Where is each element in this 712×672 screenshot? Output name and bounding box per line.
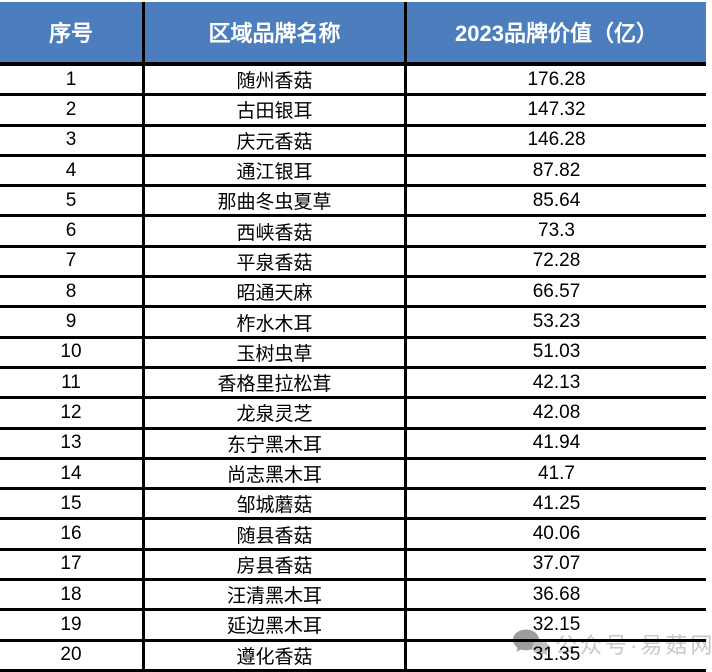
rank-cell: 16	[0, 520, 145, 548]
table-row: 5 那曲冬虫夏草 85.64	[0, 187, 706, 218]
rank-cell: 14	[0, 459, 145, 488]
brand-value-cell: 42.13	[532, 371, 581, 393]
watermark-text: 公众号·易菇网	[555, 633, 712, 658]
table-row: 3 庆元香菇 146.28	[0, 126, 706, 157]
watermark: 公众号·易菇网	[512, 628, 712, 660]
brand-value-cell: 41.94	[532, 432, 581, 454]
brand-name-cell: 通江银耳	[145, 156, 407, 185]
table-row: 2 古田银耳 147.32	[0, 96, 706, 127]
rank-cell: 10	[0, 338, 145, 366]
table-row: 16 随县香菇 40.06	[0, 520, 706, 551]
table-row: 20 遵化香菇 31.35	[0, 641, 706, 672]
brand-name-cell: 香格里拉松茸	[145, 368, 407, 397]
brand-name-cell: 昭通天麻	[145, 278, 407, 306]
table-row: 10 玉树虫草 51.03	[0, 338, 706, 369]
rank-cell: 8	[0, 278, 145, 306]
rank-cell: 19	[0, 611, 145, 639]
brand-name-cell: 遵化香菇	[145, 641, 407, 669]
rank-cell: 4	[0, 156, 145, 185]
brand-value-cell: 146.28	[527, 129, 586, 151]
table-row: 19 延边黑木耳 32.15	[0, 611, 706, 642]
brand-value-cell: 73.3	[538, 220, 575, 242]
brand-value-cell: 42.08	[532, 401, 581, 423]
brand-value-cell: 36.68	[532, 583, 581, 605]
brand-value-cell: 147.32	[527, 98, 586, 120]
brand-name-cell: 延边黑木耳	[145, 611, 407, 639]
brand-name-cell: 房县香菇	[145, 550, 407, 579]
brand-value-cell: 176.28	[527, 68, 586, 90]
table-row: 6 西峡香菇 73.3	[0, 217, 706, 248]
brand-name-cell: 尚志黑木耳	[145, 459, 407, 488]
brand-value-cell: 51.03	[532, 341, 581, 363]
rank-cell: 3	[0, 126, 145, 154]
table-row: 9 柞水木耳 53.23	[0, 308, 706, 339]
brand-value-cell: 32.15	[532, 613, 581, 635]
rank-cell: 17	[0, 550, 145, 579]
table-row: 8 昭通天麻 66.57	[0, 278, 706, 309]
brand-name-cell: 龙泉灵芝	[145, 399, 407, 427]
rank-cell: 12	[0, 399, 145, 427]
brand-value-cell: 41.7	[538, 462, 575, 484]
brand-value-cell: 31.35	[532, 644, 581, 666]
brand-name-cell: 邹城蘑菇	[145, 490, 407, 518]
rank-cell: 5	[0, 187, 145, 215]
table-row: 1 随州香菇 176.28	[0, 66, 706, 97]
table-header-row: 序号 区域品牌名称 2023品牌价值（亿）	[0, 2, 706, 66]
header-rank: 序号	[0, 2, 145, 62]
brand-name-cell: 那曲冬虫夏草	[145, 187, 407, 215]
rank-cell: 9	[0, 308, 145, 336]
table-row: 4 通江银耳 87.82	[0, 156, 706, 188]
brand-value-cell: 53.23	[532, 311, 581, 333]
brand-value-cell: 87.82	[532, 159, 581, 181]
brand-value-cell: 41.25	[532, 492, 581, 514]
brand-name-cell: 随县香菇	[145, 520, 407, 548]
rank-cell: 11	[0, 368, 145, 397]
table-row: 17 房县香菇 37.07	[0, 550, 706, 582]
brand-value-cell: 40.06	[532, 523, 581, 545]
brand-name-cell: 庆元香菇	[145, 126, 407, 154]
header-brand-name: 区域品牌名称	[145, 2, 407, 62]
table-row: 15 邹城蘑菇 41.25	[0, 490, 706, 521]
rank-cell: 18	[0, 581, 145, 609]
rank-cell: 13	[0, 429, 145, 457]
rank-cell: 7	[0, 247, 145, 276]
brand-name-cell: 西峡香菇	[145, 217, 407, 245]
table-row: 12 龙泉灵芝 42.08	[0, 399, 706, 430]
brand-value-cell: 72.28	[532, 250, 581, 272]
brand-name-cell: 柞水木耳	[145, 308, 407, 336]
brand-value-cell: 37.07	[532, 553, 581, 575]
table-row: 13 东宁黑木耳 41.94	[0, 429, 706, 460]
table-row: 11 香格里拉松茸 42.13	[0, 368, 706, 400]
header-brand-value: 2023品牌价值（亿）	[455, 21, 658, 46]
table-row: 7 平泉香菇 72.28	[0, 247, 706, 279]
table-body: 1 随州香菇 176.28 2 古田银耳 147.32 3 庆元香菇 146.2…	[0, 66, 706, 672]
brand-value-cell: 66.57	[532, 280, 581, 302]
table-row: 14 尚志黑木耳 41.7	[0, 459, 706, 491]
brand-value-cell: 85.64	[532, 189, 581, 211]
brand-name-cell: 平泉香菇	[145, 247, 407, 276]
brand-name-cell: 古田银耳	[145, 96, 407, 124]
brand-name-cell: 随州香菇	[145, 66, 407, 94]
table-row: 18 汪清黑木耳 36.68	[0, 581, 706, 612]
brand-name-cell: 玉树虫草	[145, 338, 407, 366]
rank-cell: 1	[0, 66, 145, 94]
rank-cell: 6	[0, 217, 145, 245]
rank-cell: 15	[0, 490, 145, 518]
brand-name-cell: 东宁黑木耳	[145, 429, 407, 457]
rank-cell: 20	[0, 641, 145, 669]
rank-cell: 2	[0, 96, 145, 124]
brand-name-cell: 汪清黑木耳	[145, 581, 407, 609]
